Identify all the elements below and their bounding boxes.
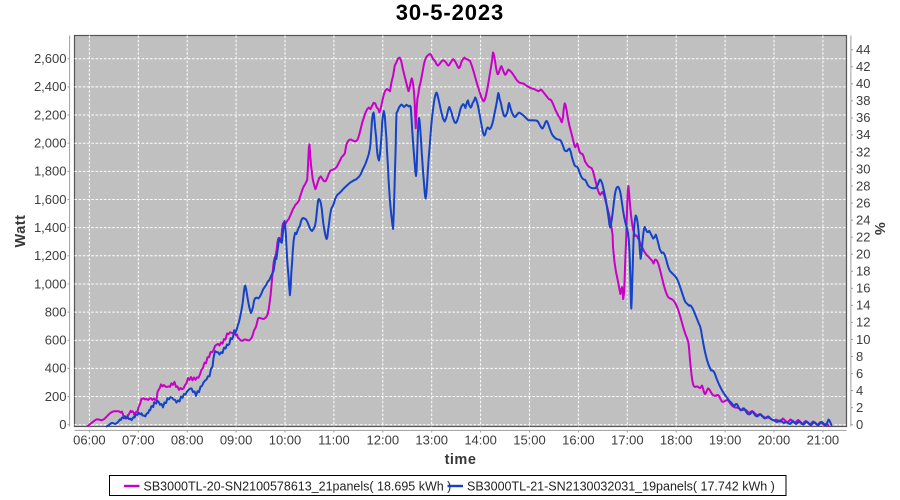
svg-text:18:00: 18:00 (660, 433, 693, 448)
svg-text:24: 24 (856, 212, 870, 227)
svg-text:16: 16 (856, 281, 870, 296)
svg-text:20:00: 20:00 (758, 433, 791, 448)
svg-text:Watt: Watt (13, 215, 29, 248)
svg-text:32: 32 (856, 144, 870, 159)
svg-text:1,600: 1,600 (34, 192, 67, 207)
svg-text:10: 10 (856, 332, 870, 347)
svg-text:2,400: 2,400 (34, 79, 67, 94)
svg-text:11:00: 11:00 (318, 433, 350, 448)
svg-text:19:00: 19:00 (709, 433, 742, 448)
svg-text:%: % (871, 222, 887, 235)
svg-text:34: 34 (856, 127, 870, 142)
svg-text:14:00: 14:00 (464, 433, 497, 448)
svg-text:6: 6 (856, 366, 863, 381)
svg-text:22: 22 (856, 230, 870, 245)
svg-text:36: 36 (856, 110, 870, 125)
svg-text:07:00: 07:00 (122, 433, 155, 448)
svg-text:10:00: 10:00 (269, 433, 302, 448)
svg-text:400: 400 (45, 361, 67, 376)
svg-text:28: 28 (856, 178, 870, 193)
svg-text:4: 4 (856, 383, 863, 398)
svg-text:14: 14 (856, 298, 870, 313)
svg-text:16:00: 16:00 (562, 433, 595, 448)
svg-text:8: 8 (856, 349, 863, 364)
svg-text:09:00: 09:00 (220, 433, 253, 448)
svg-text:15:00: 15:00 (513, 433, 546, 448)
svg-text:12:00: 12:00 (367, 433, 400, 448)
svg-text:200: 200 (45, 389, 67, 404)
svg-text:30: 30 (856, 161, 870, 176)
svg-text:44: 44 (856, 42, 870, 57)
svg-text:42: 42 (856, 59, 870, 74)
svg-text:1,000: 1,000 (34, 276, 67, 291)
svg-text:1,800: 1,800 (34, 164, 67, 179)
svg-text:40: 40 (856, 76, 870, 91)
svg-text:time: time (445, 452, 477, 468)
svg-text:13:00: 13:00 (415, 433, 448, 448)
svg-text:1,400: 1,400 (34, 220, 67, 235)
svg-text:20: 20 (856, 247, 870, 262)
svg-text:2,000: 2,000 (34, 136, 67, 151)
svg-text:SB3000TL-20-SN2100578613_21pan: SB3000TL-20-SN2100578613_21panels( 18.69… (144, 479, 452, 493)
svg-text:600: 600 (45, 333, 67, 348)
svg-text:0: 0 (59, 417, 66, 432)
svg-text:0: 0 (856, 417, 863, 432)
svg-text:18: 18 (856, 264, 870, 279)
svg-text:17:00: 17:00 (611, 433, 644, 448)
svg-text:2,600: 2,600 (34, 51, 67, 66)
svg-text:08:00: 08:00 (171, 433, 204, 448)
svg-text:1,200: 1,200 (34, 248, 67, 263)
svg-text:2: 2 (856, 400, 863, 415)
svg-text:SB3000TL-21-SN2130032031_19pan: SB3000TL-21-SN2130032031_19panels( 17.74… (467, 479, 775, 493)
svg-text:2,200: 2,200 (34, 107, 67, 122)
svg-text:12: 12 (856, 315, 870, 330)
svg-text:06:00: 06:00 (73, 433, 106, 448)
svg-text:21:00: 21:00 (807, 433, 840, 448)
svg-text:38: 38 (856, 93, 870, 108)
svg-text:26: 26 (856, 195, 870, 210)
svg-text:800: 800 (45, 304, 67, 319)
svg-text:30-5-2023: 30-5-2023 (396, 0, 504, 25)
